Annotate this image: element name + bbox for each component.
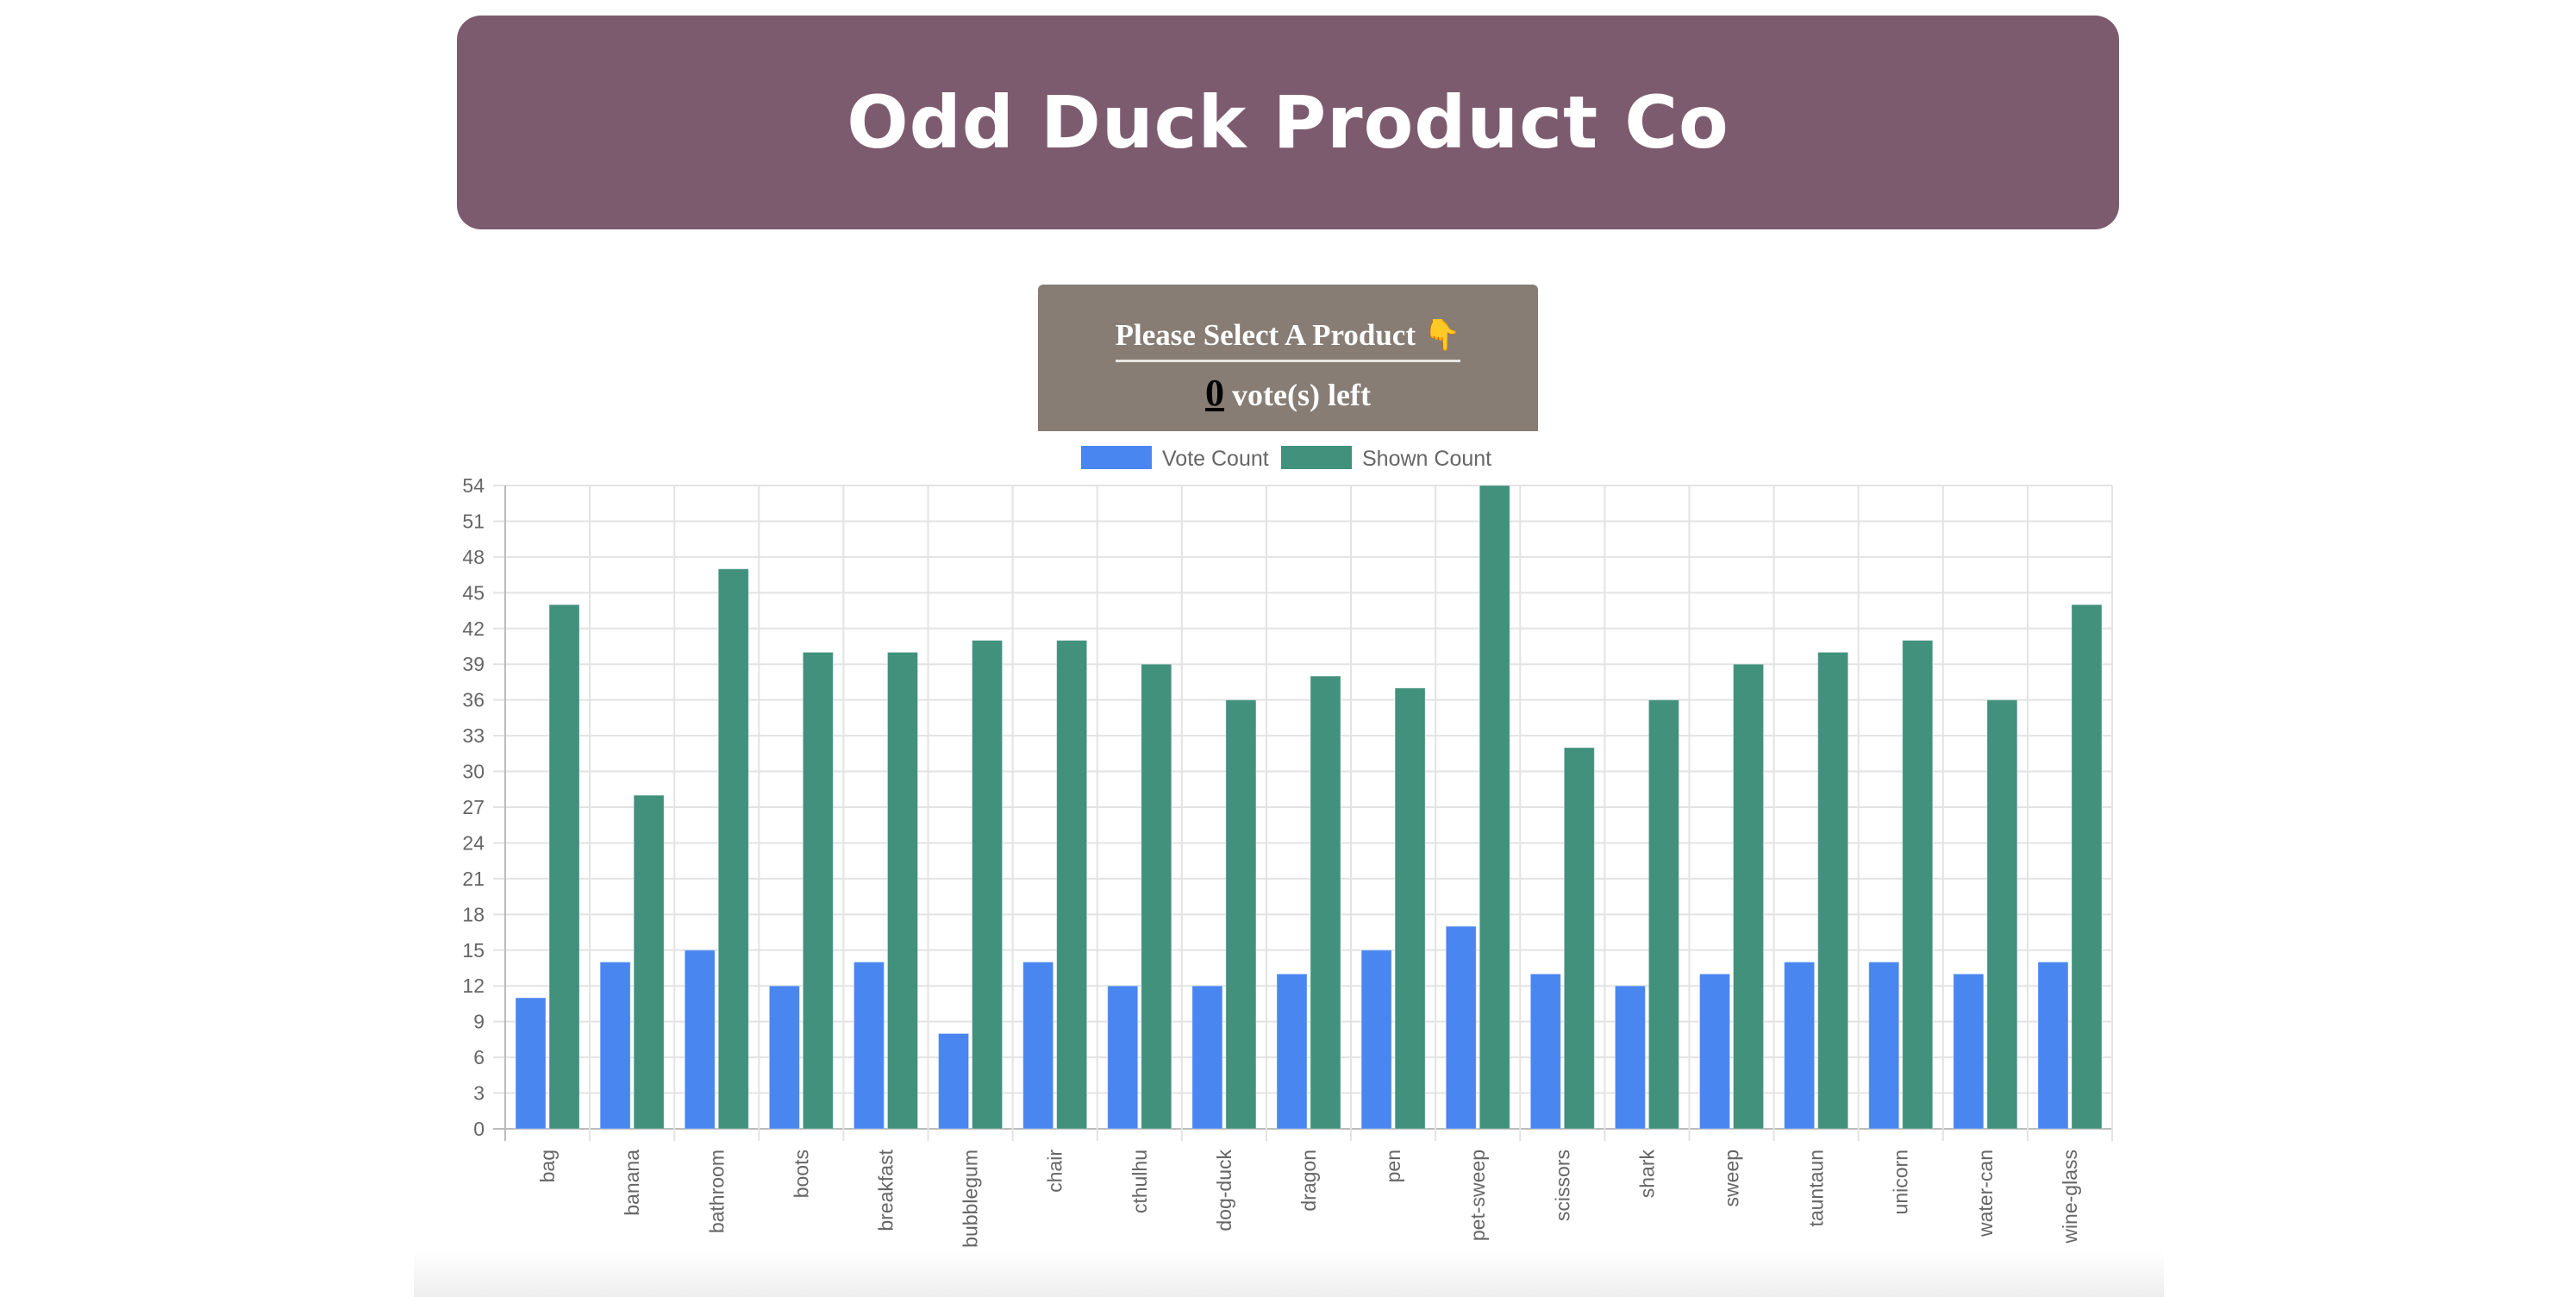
x-tick-label: tauntaun [1805, 1150, 1828, 1227]
bar-shown-count [1902, 640, 1934, 1130]
votes-left: 0 vote(s) left [1205, 371, 1371, 415]
bar-shown-count [972, 640, 1004, 1130]
votes-left-count: 0 [1205, 372, 1225, 414]
bar-shown-count [717, 568, 749, 1130]
y-tick-label: 42 [462, 617, 485, 640]
x-tick-label: boots [790, 1150, 812, 1198]
legend-vote-count-swatch[interactable] [1081, 446, 1152, 469]
y-tick-label: 54 [462, 474, 485, 497]
x-tick-label: pen [1382, 1150, 1404, 1182]
x-tick-label: scissors [1551, 1150, 1573, 1221]
bar-vote-count [1868, 962, 1900, 1130]
x-tick-label: dragon [1297, 1150, 1320, 1212]
vote-panel: Please Select A Product 👇 0 vote(s) left [1038, 285, 1538, 431]
bar-vote-count [599, 962, 631, 1130]
bar-shown-count [2071, 604, 2103, 1130]
y-tick-label: 30 [462, 761, 485, 783]
x-tick-label: bubblegum [960, 1150, 982, 1248]
prompt-text: Please Select A Product [1115, 318, 1416, 352]
votes-left-label: vote(s) left [1224, 378, 1371, 412]
x-tick-label: banana [621, 1150, 643, 1216]
y-tick-label: 18 [462, 903, 485, 925]
bar-shown-count [1225, 699, 1257, 1130]
bar-vote-count [1953, 973, 1985, 1130]
bar-vote-count [1699, 973, 1731, 1130]
x-tick-label: pet-sweep [1466, 1150, 1489, 1241]
y-tick-label: 6 [473, 1046, 485, 1068]
bar-shown-count [1986, 699, 2018, 1130]
bar-shown-count [1394, 687, 1426, 1130]
legend-shown-count-swatch[interactable] [1281, 446, 1352, 469]
bar-vote-count [1107, 985, 1139, 1130]
bar-shown-count [1310, 675, 1341, 1130]
x-tick-label: chair [1044, 1150, 1066, 1193]
y-tick-label: 36 [462, 689, 485, 711]
bar-vote-count [1784, 962, 1816, 1130]
page-bottom-shadow [414, 1250, 2164, 1297]
bar-vote-count [515, 997, 547, 1130]
x-tick-label: bag [536, 1150, 559, 1182]
site-header: Odd Duck Product Co [457, 16, 2119, 229]
site-title: Odd Duck Product Co [847, 80, 1729, 165]
bar-vote-count [1445, 925, 1477, 1130]
bar-shown-count [886, 651, 918, 1130]
y-tick-label: 21 [462, 868, 485, 890]
y-tick-label: 15 [462, 939, 485, 962]
x-tick-label: cthulhu [1129, 1150, 1151, 1213]
y-tick-label: 39 [462, 653, 485, 675]
bar-vote-count [938, 1032, 970, 1130]
bar-vote-count [684, 949, 716, 1130]
x-tick-label: shark [1635, 1150, 1658, 1199]
x-tick-label: breakfast [874, 1149, 897, 1231]
bar-vote-count [1276, 973, 1308, 1130]
bar-shown-count [1817, 651, 1849, 1130]
y-tick-label: 27 [462, 796, 485, 818]
bar-shown-count [1141, 663, 1172, 1130]
bar-shown-count [1479, 485, 1510, 1130]
y-tick-label: 3 [473, 1082, 485, 1105]
bar-shown-count [633, 794, 665, 1130]
y-tick-label: 9 [473, 1011, 485, 1033]
bar-shown-count [1648, 699, 1679, 1130]
select-product-prompt: Please Select A Product 👇 [1115, 317, 1461, 362]
bar-vote-count [1360, 949, 1392, 1130]
bar-vote-count [2037, 962, 2069, 1130]
y-tick-label: 33 [462, 724, 485, 747]
legend-vote-count-label[interactable]: Vote Count [1162, 447, 1269, 471]
bar-vote-count [1614, 985, 1646, 1130]
legend-shown-count-label[interactable]: Shown Count [1362, 447, 1491, 471]
x-tick-label: bathroom [705, 1150, 728, 1233]
bar-shown-count [1733, 663, 1765, 1130]
x-tick-label: unicorn [1890, 1150, 1912, 1214]
bar-vote-count [1022, 962, 1054, 1130]
bar-shown-count [1563, 747, 1595, 1130]
y-tick-label: 45 [462, 581, 485, 604]
y-tick-label: 51 [462, 510, 485, 532]
x-tick-label: water-can [1974, 1150, 1997, 1237]
y-tick-label: 48 [462, 546, 485, 568]
bar-vote-count [853, 962, 885, 1130]
x-tick-label: dog-duck [1213, 1150, 1235, 1231]
x-tick-label: sweep [1721, 1150, 1743, 1206]
bar-shown-count [802, 651, 834, 1130]
pointing-down-icon: 👇 [1422, 318, 1461, 352]
bar-shown-count [1056, 640, 1088, 1130]
y-tick-label: 12 [462, 974, 485, 997]
bar-shown-count [548, 604, 580, 1130]
bar-vote-count [1191, 985, 1223, 1130]
y-tick-label: 0 [473, 1118, 485, 1140]
bar-vote-count [768, 985, 800, 1130]
y-tick-label: 24 [462, 831, 485, 854]
bar-vote-count [1529, 973, 1561, 1130]
x-tick-label: wine-glass [2059, 1150, 2081, 1244]
